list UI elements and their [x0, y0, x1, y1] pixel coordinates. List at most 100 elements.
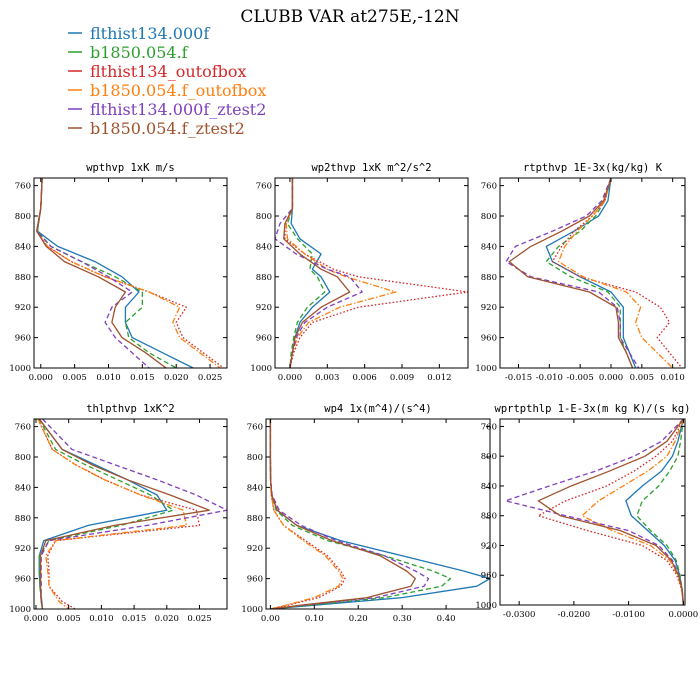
series-line [38, 419, 175, 609]
series-line [284, 178, 468, 368]
series-line [286, 178, 326, 368]
y-tick-label: 920 [256, 303, 272, 313]
y-tick-label: 840 [15, 483, 31, 493]
panel-title: rtpthvp 1E-3x(kg/kg) K [523, 162, 663, 174]
series-line [269, 419, 490, 609]
x-tick-label: 0.000 [599, 373, 623, 383]
x-tick-label: -0.0100 [612, 610, 645, 620]
y-tick-label: 960 [247, 575, 263, 585]
series-line [557, 178, 674, 368]
x-tick-label: 0.025 [187, 614, 211, 624]
x-tick-label: 0.40 [437, 614, 456, 624]
series-line [36, 178, 194, 368]
y-tick-label: 840 [481, 242, 497, 252]
series-line [537, 419, 685, 605]
y-tick-label: 920 [481, 303, 497, 313]
y-tick-label: 760 [247, 423, 263, 433]
series-group [36, 178, 224, 368]
series-line [36, 178, 167, 368]
legend-entry: flthist134.000f_ztest2 [68, 100, 266, 119]
x-tick-label: 0.20 [349, 614, 368, 624]
plot-frame [274, 177, 469, 369]
legend-label: flthist134_outofbox [90, 62, 247, 81]
x-tick-label: -0.005 [567, 373, 594, 383]
plot-frame [499, 418, 686, 606]
y-tick-label: 840 [256, 242, 272, 252]
series-line [38, 419, 210, 609]
legend-entry: flthist134.000f [68, 24, 210, 43]
series-line [36, 178, 177, 368]
series-line [636, 419, 685, 605]
y-tick-label: 960 [481, 571, 497, 581]
x-tick-label: 0.010 [96, 373, 120, 383]
legend-entry: b1850.054.f [68, 43, 189, 62]
series-line [504, 419, 685, 605]
x-tick-label: 0.010 [89, 614, 113, 624]
y-tick-label: 760 [15, 182, 31, 192]
y-tick-label: 800 [247, 453, 263, 463]
series-group [504, 419, 685, 605]
chart-panel: wpthvp 1xK m/s76080084088092096010000.00… [9, 162, 228, 383]
series-line [545, 178, 637, 368]
x-tick-label: 0.009 [390, 373, 414, 383]
series-line [537, 419, 685, 605]
series-line [40, 419, 227, 609]
series-line [275, 178, 363, 368]
series-line [289, 178, 331, 368]
chart-panel: wp2thvp 1xK m^2/s^2 760 800 840 880 920 960 100… [250, 162, 469, 383]
series-line [285, 178, 397, 368]
y-tick-label: 760 [481, 182, 497, 192]
x-tick-label: 0.000 [29, 373, 53, 383]
y-tick-label: 920 [247, 544, 263, 554]
legend-label: b1850.054.f [90, 43, 189, 62]
legend: flthist134.000f b1850.054.f flthist134_o… [68, 24, 266, 138]
y-tick-label: 840 [247, 483, 263, 493]
x-tick-label: 0.30 [393, 614, 412, 624]
series-line [36, 178, 224, 368]
legend-label: flthist134.000f_ztest2 [90, 100, 266, 119]
y-tick-label: 880 [256, 273, 272, 283]
series-group [275, 178, 468, 368]
x-tick-label: 0.10 [305, 614, 324, 624]
x-tick-label: 0.015 [122, 614, 146, 624]
series-line [581, 419, 685, 605]
y-tick-label: 880 [481, 273, 497, 283]
panel-title: thlpthvp 1xK^2 [86, 403, 175, 415]
y-tick-label: 960 [15, 334, 31, 344]
y-tick-label: 960 [256, 334, 272, 344]
figure-title: CLUBB VAR at275E,-12N [240, 7, 459, 27]
y-tick-label: 760 [481, 422, 497, 432]
series-line [37, 419, 188, 609]
y-tick-label: 920 [481, 541, 497, 551]
x-tick-label: 0.005 [630, 373, 654, 383]
y-tick-label: 960 [15, 575, 31, 585]
x-tick-label: 0.005 [62, 373, 86, 383]
x-tick-label: 0.020 [164, 373, 188, 383]
series-line [269, 419, 346, 609]
panel-title: wp4 1x(m^4)/(s^4) [324, 403, 431, 415]
y-tick-label: 880 [247, 514, 263, 524]
y-tick-label: 1000 [475, 364, 497, 374]
y-tick-label: 800 [15, 453, 31, 463]
x-tick-label: 0.005 [57, 614, 81, 624]
legend-label: b1850.054.f_ztest2 [90, 119, 245, 138]
y-tick-label: 760 [256, 182, 272, 192]
y-tick-label: 760 [15, 423, 31, 433]
legend-entry: b1850.054.f_ztest2 [68, 119, 245, 138]
x-tick-label: -0.015 [505, 373, 532, 383]
y-tick-label: 880 [481, 512, 497, 522]
series-line [283, 178, 351, 368]
y-tick-label: 1000 [9, 364, 31, 374]
series-group [37, 419, 227, 609]
y-tick-label: 880 [15, 273, 31, 283]
series-line [37, 419, 201, 609]
plot-frame [499, 177, 686, 369]
series-line [269, 419, 430, 609]
series-group [269, 419, 490, 609]
chart-panel: wprtpthlp 1-E-3x(m kg K)/(s kg) 760 800 840… [475, 403, 698, 620]
series-line [545, 178, 634, 368]
y-tick-label: 880 [15, 514, 31, 524]
x-tick-label: -0.0300 [503, 610, 536, 620]
plot-frame [33, 177, 228, 369]
